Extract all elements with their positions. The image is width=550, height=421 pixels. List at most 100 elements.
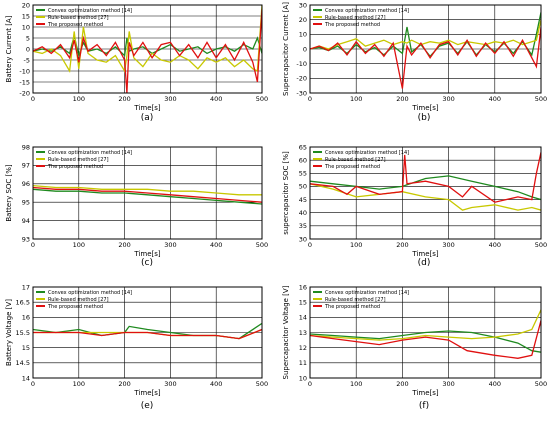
chart-panel: 0 100 200 300 400 500 -30 -20 -10 0 10 20 30 Time[s] S… (282, 1, 547, 123)
legend-label: The proposed method (47, 164, 103, 170)
panel-label: (d) (418, 258, 431, 268)
x-tick-label: 300 (442, 241, 454, 249)
series-line (33, 35, 262, 58)
panel-label: (f) (419, 401, 429, 411)
x-tick-label: 0 (31, 95, 35, 103)
legend: Convex optimization method [14]Rule-base… (313, 150, 409, 170)
x-tick-label: 500 (256, 241, 268, 249)
legend-label: Convex optimization method [14] (48, 150, 132, 156)
y-tick-label: 13 (299, 329, 307, 337)
x-tick-label: 300 (164, 380, 176, 388)
y-tick-label: 45 (299, 196, 307, 204)
y-tick-label: 16 (22, 314, 30, 322)
legend: Convex optimization method [14]Rule-base… (36, 290, 132, 310)
y-tick-label: 94 (22, 217, 30, 225)
series-line (33, 322, 262, 340)
y-tick-label: 0 (26, 45, 30, 53)
series-line (33, 186, 262, 203)
x-axis-label: Time[s] (411, 389, 439, 397)
x-tick-label: 100 (73, 241, 85, 249)
plot-frame (309, 4, 542, 94)
y-tick-label: 93 (22, 235, 30, 243)
panel-label: (b) (418, 113, 431, 123)
y-tick-label: 12 (299, 344, 307, 352)
series-line (33, 184, 262, 196)
series-line (33, 328, 262, 340)
legend: Convex optimization method [14]Rule-base… (36, 150, 132, 170)
plot-frame (32, 4, 263, 94)
x-tick-label: 400 (210, 241, 222, 249)
x-tick-label: 300 (164, 241, 176, 249)
y-tick-label: 14.5 (16, 359, 30, 367)
legend-label: Rule-based method [27] (48, 297, 109, 303)
y-axis-label: Battery SOC [%] (5, 164, 13, 222)
legend-label: The proposed method (47, 22, 103, 28)
x-tick-label: 0 (308, 95, 312, 103)
legend-label: Convex optimization method [14] (325, 150, 409, 156)
y-tick-label: 14 (299, 314, 307, 322)
y-tick-label: 20 (299, 16, 307, 24)
x-tick-label: 0 (31, 380, 35, 388)
x-tick-label: 500 (535, 380, 547, 388)
y-tick-label: 95 (22, 199, 30, 207)
y-tick-label: 16 (299, 283, 307, 291)
x-tick-label: 200 (118, 380, 130, 388)
x-tick-label: 300 (164, 95, 176, 103)
series-line (310, 320, 541, 359)
y-tick-label: 10 (299, 374, 307, 382)
legend-label: Rule-based method [27] (325, 15, 386, 21)
x-tick-label: 400 (489, 95, 501, 103)
x-tick-label: 0 (31, 241, 35, 249)
y-tick-label: 15 (299, 298, 307, 306)
x-tick-label: 400 (210, 380, 222, 388)
x-tick-label: 400 (210, 95, 222, 103)
legend-label: Convex optimization method [14] (325, 290, 409, 296)
y-axis-label: Supercapacitor Current [A] (282, 2, 290, 96)
plot-frame (32, 146, 263, 240)
y-tick-label: 17 (22, 283, 30, 291)
legend-label: Rule-based method [27] (325, 157, 386, 163)
y-tick-label: -10 (19, 67, 30, 75)
legend-label: Rule-based method [27] (48, 157, 109, 163)
plot-frame (309, 146, 542, 240)
y-tick-label: 10 (22, 23, 30, 31)
series-line (310, 183, 541, 211)
legend-label: The proposed method (324, 164, 380, 170)
chart-panel: 0 100 200 300 400 500 14 14.5 15 15.5 16 16.5 17 Time… (5, 283, 268, 411)
y-tick-label: 35 (299, 222, 307, 230)
y-tick-label: -20 (296, 75, 307, 83)
x-axis-label: Time[s] (411, 104, 439, 112)
x-tick-label: 400 (489, 380, 501, 388)
y-tick-label: 55 (299, 170, 307, 178)
legend-label: Rule-based method [27] (48, 15, 109, 21)
series-line (33, 9, 262, 93)
chart-panel: 0 100 200 300 400 500 -20 -15 -10 -5 0 5 10 15 20 Time[… (5, 1, 268, 123)
legend-label: The proposed method (324, 304, 380, 310)
legend-label: Convex optimization method [14] (48, 290, 132, 296)
y-tick-label: 11 (299, 359, 307, 367)
x-tick-label: 200 (118, 241, 130, 249)
y-tick-label: 98 (22, 143, 30, 151)
series-line (310, 19, 541, 50)
y-axis-label: Supercapacitor Voltage [V] (282, 285, 290, 379)
y-tick-label: 65 (299, 143, 307, 151)
chart-panel: 0 100 200 300 400 500 30 35 40 45 50 55 60 65 Time[s] s… (282, 143, 547, 268)
legend: Convex optimization method [14]Rule-base… (36, 8, 132, 28)
legend: Convex optimization method [14]Rule-base… (313, 8, 409, 28)
series-line (310, 26, 541, 89)
plot-frame (32, 286, 263, 379)
x-tick-label: 400 (489, 241, 501, 249)
y-tick-label: 60 (299, 156, 307, 164)
x-tick-label: 300 (442, 380, 454, 388)
y-tick-label: 15.5 (16, 329, 30, 337)
legend-label: The proposed method (47, 304, 103, 310)
x-tick-label: 300 (442, 95, 454, 103)
legend-label: Convex optimization method [14] (325, 8, 409, 14)
legend-label: The proposed method (324, 22, 380, 28)
chart-panel: 0 100 200 300 400 500 10 11 12 13 14 15 16 Time[s] Sup… (282, 283, 547, 411)
y-tick-label: 50 (299, 183, 307, 191)
x-tick-label: 100 (73, 95, 85, 103)
x-tick-label: 200 (396, 95, 408, 103)
series-line (33, 5, 262, 73)
y-tick-label: 10 (299, 31, 307, 39)
